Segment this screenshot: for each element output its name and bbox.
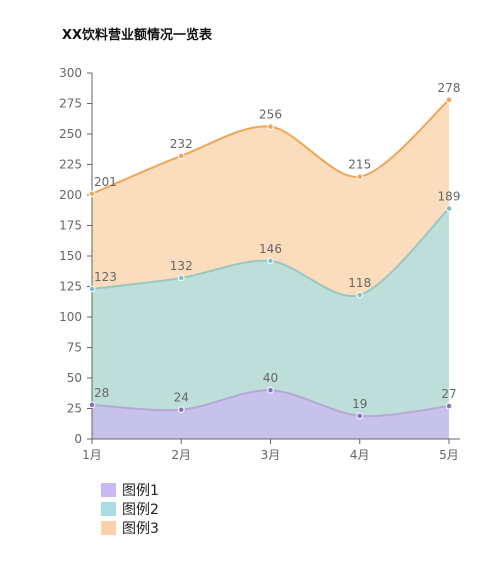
y-tick-label: 150 [59,249,82,263]
data-label-series-2-3: 146 [259,242,282,256]
y-tick-label: 225 [59,158,82,172]
data-label-series-2-4: 118 [348,276,371,290]
legend-item-1[interactable]: 图例1 [101,481,159,499]
y-tick-label: 50 [67,371,82,385]
y-tick-label: 100 [59,310,82,324]
data-label-series-3-3: 256 [259,108,282,122]
data-label-series-1-1: 28 [94,386,109,400]
y-tick-label: 175 [59,219,82,233]
data-point-series-2-3[interactable] [267,257,274,265]
y-tick-label: 300 [59,66,82,80]
data-label-series-1-5: 27 [441,387,456,401]
data-point-series-1-3[interactable] [267,386,274,394]
y-tick-label: 75 [67,341,82,355]
y-tick-label: 200 [59,188,82,202]
area-series-2 [92,208,449,439]
data-label-series-2-1: 123 [94,270,117,284]
data-label-series-1-4: 19 [352,397,367,411]
legend-item-2[interactable]: 图例2 [101,500,159,518]
y-tick-label: 275 [59,97,82,111]
y-tick-label: 250 [59,127,82,141]
data-point-series-3-5[interactable] [445,96,453,104]
x-tick-label: 4月 [350,448,370,462]
legend-swatch [101,521,116,535]
x-tick-label: 5月 [439,448,459,462]
data-label-layer: 28 24 40 19 27 123 132 146 118 189 201 232 256 215 278 [94,81,460,411]
x-tick-label: 2月 [171,448,191,462]
data-point-series-3-3[interactable] [267,123,274,130]
data-point-series-2-2[interactable] [177,274,185,282]
legend-label: 图例2 [122,502,159,518]
data-point-series-1-1[interactable] [88,401,96,409]
x-tick-label: 1月 [82,448,102,462]
y-tick-label: 25 [67,402,82,416]
data-point-series-2-5[interactable] [445,205,453,212]
x-tick-label: 3月 [261,448,281,462]
data-label-series-1-3: 40 [263,371,278,385]
data-point-series-2-4[interactable] [356,291,364,299]
y-tick-label: 0 [74,432,82,446]
data-label-series-3-1: 201 [94,175,117,189]
legend-label: 图例1 [122,483,159,499]
y-tick-label: 125 [59,280,82,294]
data-point-series-1-2[interactable] [177,406,185,414]
data-point-series-3-2[interactable] [177,152,185,160]
line-series-3 [91,99,450,195]
data-point-series-1-5[interactable] [445,402,453,410]
data-label-series-3-5: 278 [438,81,461,95]
area-layer [92,99,449,439]
legend-swatch [101,502,116,516]
data-point-series-3-4[interactable] [356,173,364,180]
point-layer [88,96,453,420]
data-label-series-3-4: 215 [348,158,371,172]
legend-label: 图例3 [122,521,159,537]
area-series-1 [92,390,449,439]
chart-title: XX饮料营业额情况一览表 [62,28,213,43]
data-label-series-2-5: 189 [438,189,461,203]
line-series-2 [91,207,450,298]
tick-layer: 0 25 50 75 100 125 150 175 200 225 250 275 300 1月 2月 3月… [59,66,459,462]
legend-swatch [101,483,116,497]
data-point-series-3-1[interactable] [88,190,96,198]
data-label-series-2-2: 132 [170,259,193,273]
data-label-series-3-2: 232 [170,137,193,151]
legend: 图例1 图例2 图例3 [101,481,159,538]
data-point-series-1-4[interactable] [356,412,364,420]
legend-item-3[interactable]: 图例3 [101,519,159,537]
data-point-series-2-1[interactable] [88,285,96,293]
data-label-series-1-2: 24 [174,391,189,405]
